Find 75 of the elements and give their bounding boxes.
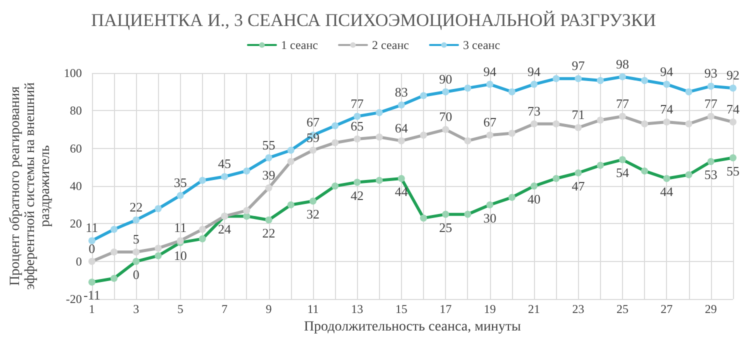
x-tick-label: 29 [704, 302, 717, 316]
data-label: 35 [174, 174, 187, 190]
data-label: 65 [350, 118, 364, 134]
data-label: 90 [439, 71, 452, 86]
legend-label: 2 сеанс [372, 38, 410, 52]
data-label: 42 [350, 188, 364, 203]
data-label: 44 [394, 184, 408, 200]
x-tick-label: 19 [484, 302, 496, 316]
y-tick-label: 20 [70, 216, 82, 231]
x-tick-label: 7 [222, 302, 228, 316]
data-label: 39 [262, 167, 276, 182]
y-tick-label: 0 [76, 254, 82, 268]
data-label: -11 [83, 288, 100, 303]
data-label: 94 [660, 64, 674, 79]
data-label: 40 [528, 192, 541, 207]
x-tick-label: 1 [88, 302, 95, 316]
data-label: 67 [483, 114, 497, 130]
x-tick-label: 17 [440, 302, 452, 316]
data-label: 93 [704, 66, 718, 81]
x-tick-label: 9 [266, 302, 272, 316]
data-label: 74 [726, 101, 740, 116]
x-tick-label: 15 [395, 302, 408, 316]
data-label: 64 [394, 120, 408, 136]
data-label: 97 [572, 58, 586, 74]
data-label: 32 [306, 206, 320, 222]
chart-title: ПАЦИЕНТКА И., 3 СЕАНСА ПСИХОЭМОЦИОНАЛЬНОЙ РАЗГРУЗКИ [91, 10, 656, 30]
data-label: 22 [130, 199, 143, 214]
legend-label: 3 сеанс [463, 38, 500, 52]
y-tick-label: 100 [64, 66, 82, 80]
y-tick-label: 40 [70, 179, 82, 194]
data-label: 71 [572, 107, 585, 122]
data-label: 47 [572, 178, 586, 194]
data-label: 0 [132, 266, 140, 282]
x-tick-label: 11 [307, 302, 319, 316]
data-label: 22 [262, 225, 276, 240]
x-tick-label: 5 [177, 302, 184, 316]
y-tick-label: 80 [70, 104, 82, 118]
data-label: 53 [704, 167, 718, 182]
x-tick-label: 13 [351, 302, 364, 316]
x-tick-label: 21 [528, 302, 540, 316]
data-label: 11 [86, 220, 98, 236]
data-label: 77 [616, 96, 630, 111]
data-label: 77 [350, 96, 364, 111]
x-tick-label: 23 [572, 302, 584, 316]
data-label: 30 [483, 210, 496, 226]
data-label: 55 [262, 137, 276, 152]
y-tick-label: 60 [70, 141, 82, 156]
data-label: 98 [616, 56, 629, 72]
data-label: 94 [483, 64, 497, 79]
y-tick-label: -20 [66, 292, 82, 306]
data-label: 11 [174, 220, 187, 236]
data-label: 0 [88, 240, 96, 256]
data-label: 10 [174, 248, 187, 264]
data-label: 83 [394, 84, 408, 100]
data-label: 67 [306, 114, 320, 130]
x-tick-label: 25 [616, 302, 628, 316]
data-label: 92 [726, 68, 740, 83]
data-label: 45 [218, 156, 232, 172]
data-label: 25 [439, 220, 452, 235]
data-label: 74 [660, 101, 674, 116]
data-label: 44 [660, 184, 674, 200]
x-tick-label: 3 [133, 302, 140, 316]
data-label: 55 [726, 163, 740, 178]
data-label: 77 [704, 96, 718, 111]
data-label: 54 [616, 165, 630, 180]
data-label: 73 [528, 103, 541, 118]
data-label: 70 [439, 109, 452, 124]
x-tick-label: 27 [660, 302, 673, 316]
y-axis-title: Процент обратного реагирования эфферентной системы на внешний раздражитель [8, 82, 53, 290]
data-label: 94 [528, 64, 542, 79]
data-label: 5 [132, 231, 140, 246]
x-axis-title: Продолжительность сеанса, минуты [304, 320, 522, 334]
data-label: 24 [218, 222, 232, 237]
data-label: 59 [306, 130, 320, 145]
legend-label: 1 сеанс [280, 38, 318, 52]
